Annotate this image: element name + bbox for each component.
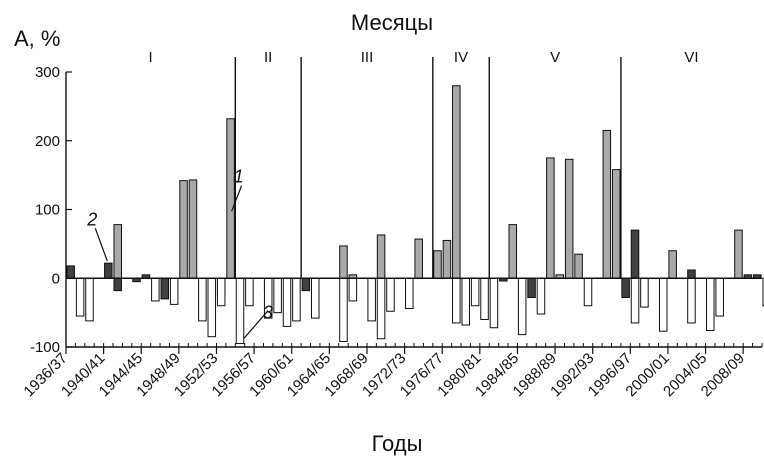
bar-series-3 (339, 277, 348, 342)
period-label: III (361, 49, 374, 66)
bar-series-3 (75, 277, 85, 317)
bar-series-3 (386, 277, 395, 312)
annotation-leader-2 (94, 228, 108, 262)
bar-series-1 (188, 179, 198, 279)
bar-series-3 (245, 277, 254, 307)
bar-series-3 (630, 277, 640, 324)
bar-series-1 (574, 253, 583, 279)
bar-series-2 (687, 269, 696, 279)
annotation-3: 3 (263, 303, 273, 323)
y-tick-label: -100 (30, 339, 60, 356)
bar-series-2 (113, 277, 122, 292)
bar-series-1 (602, 129, 612, 279)
bar-series-1 (546, 157, 555, 279)
y-tick-label: 200 (35, 133, 60, 150)
bar-series-1 (734, 229, 743, 279)
chart-title: Месяцы (351, 10, 433, 35)
bar-series-2 (301, 277, 311, 292)
bar-series-3 (282, 277, 292, 327)
bar-series-3 (461, 277, 470, 326)
bar-series-3 (762, 277, 764, 307)
annotation-1: 1 (234, 167, 244, 187)
period-label: IV (454, 49, 468, 66)
period-label: II (264, 49, 272, 66)
bar-series-3 (198, 277, 207, 322)
bar-series-3 (715, 277, 724, 317)
bar-series-3 (489, 277, 499, 329)
y-axis-label: А, % (14, 26, 60, 51)
plot-area: I II III IV V VI-10001002003001936/371940/411… (20, 49, 764, 400)
period-label: I (149, 49, 153, 66)
y-tick-label: 300 (35, 64, 60, 81)
bar-series-3 (85, 277, 94, 322)
bar-series-1 (611, 169, 621, 279)
bar-series-1 (414, 238, 423, 279)
bar-series-1 (376, 234, 386, 279)
bar-series-2 (104, 262, 113, 279)
y-tick-label: 100 (35, 202, 60, 219)
bar-series-3 (376, 277, 386, 340)
bar-series-3 (292, 277, 301, 322)
bar-series-1 (564, 158, 574, 279)
bar-series-1 (339, 245, 348, 279)
bar-series-3 (348, 277, 358, 302)
bar-series-3 (536, 277, 546, 315)
bar-series-3 (452, 277, 461, 324)
bar-series-3 (405, 277, 414, 309)
x-axis-label: Годы (372, 431, 423, 456)
annotation-leader-1 (231, 185, 243, 212)
bar-series-2 (160, 277, 170, 300)
bar-series-3 (207, 277, 217, 338)
y-tick-label: 0 (52, 270, 60, 287)
period-label: V (550, 49, 560, 66)
bar-series-1 (442, 239, 452, 279)
bar-series-3 (273, 277, 282, 314)
bar-series-3 (235, 277, 245, 345)
bar-series-3 (151, 277, 160, 302)
bar-series-2 (630, 229, 640, 279)
bar-series-3 (687, 277, 696, 324)
bar-series-3 (216, 277, 226, 307)
bar-series-1 (433, 250, 442, 279)
bar-series-1 (226, 118, 235, 279)
annotation-2: 2 (86, 209, 97, 229)
bar-series-3 (169, 277, 179, 305)
bar-series-3 (480, 277, 489, 320)
bar-series-3 (310, 277, 320, 319)
bar-series-1 (113, 224, 122, 279)
bar-series-3 (367, 277, 376, 322)
period-label: VI (684, 49, 698, 66)
bar-series-1 (508, 224, 518, 279)
bar-series-1 (668, 250, 677, 279)
bar-series-3 (706, 277, 715, 331)
bar-series-2 (621, 277, 630, 298)
bar-series-3 (470, 277, 480, 307)
bar-series-2 (527, 277, 536, 298)
annotation-leader-3 (243, 310, 269, 339)
bar-series-2 (66, 265, 75, 279)
bar-series-1 (452, 85, 461, 279)
bar-series-3 (640, 277, 649, 308)
bar-series-1 (179, 180, 188, 279)
bar-series-3 (583, 277, 593, 307)
bar-series-3 (658, 277, 668, 332)
bar-series-3 (517, 277, 527, 336)
